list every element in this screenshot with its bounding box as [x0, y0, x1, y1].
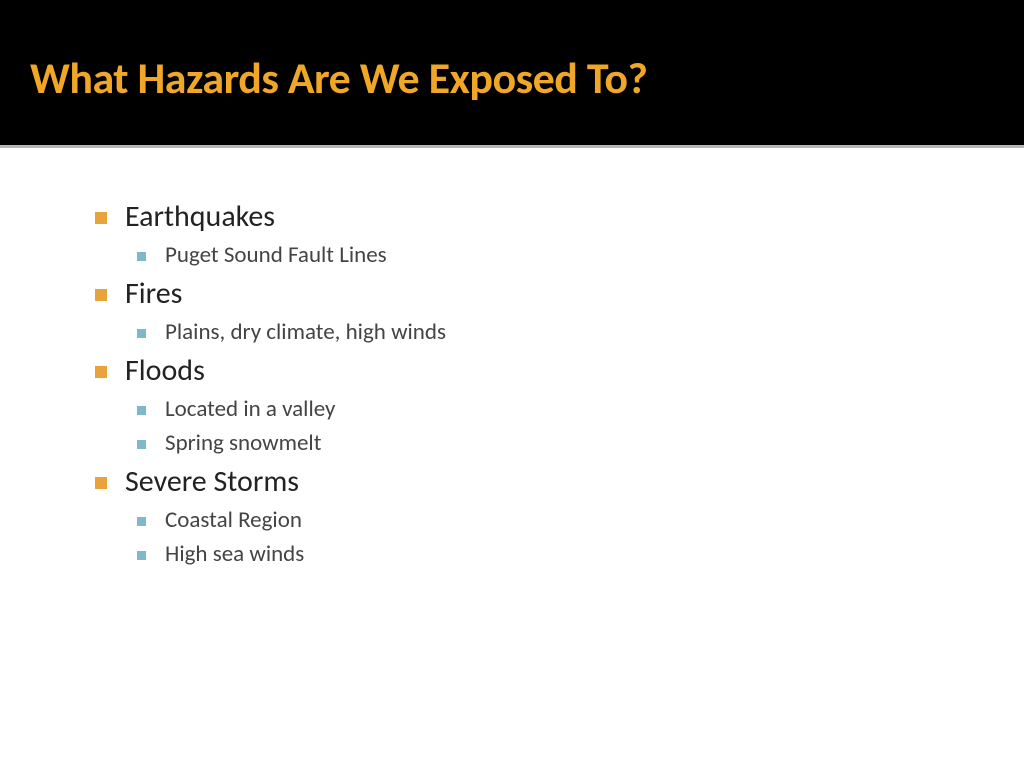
hazard-detail: Located in a valley — [137, 395, 944, 423]
slide-content: Earthquakes Puget Sound Fault Lines Fire… — [0, 148, 1024, 604]
hazard-label: Fires — [125, 275, 182, 312]
hazard-label: Floods — [125, 352, 205, 389]
hazard-detail: Plains, dry climate, high winds — [137, 318, 944, 346]
hazard-detail: Puget Sound Fault Lines — [137, 241, 944, 269]
hazard-item: Fires Plains, dry climate, high winds — [95, 275, 944, 346]
hazard-item: Floods Located in a valley Spring snowme… — [95, 352, 944, 457]
hazard-item: Earthquakes Puget Sound Fault Lines — [95, 198, 944, 269]
hazard-detail: Coastal Region — [137, 506, 944, 534]
hazard-item: Severe Storms Coastal Region High sea wi… — [95, 463, 944, 568]
hazard-details: Puget Sound Fault Lines — [137, 241, 944, 269]
hazard-label: Earthquakes — [125, 198, 275, 235]
hazard-details: Located in a valley Spring snowmelt — [137, 395, 944, 457]
hazard-detail: Spring snowmelt — [137, 429, 944, 457]
slide-header: What Hazards Are We Exposed To? — [0, 0, 1024, 145]
hazard-label: Severe Storms — [125, 463, 299, 500]
hazard-detail: High sea winds — [137, 540, 944, 568]
hazard-details: Coastal Region High sea winds — [137, 506, 944, 568]
hazard-details: Plains, dry climate, high winds — [137, 318, 944, 346]
slide-title: What Hazards Are We Exposed To? — [30, 51, 647, 105]
hazards-list: Earthquakes Puget Sound Fault Lines Fire… — [95, 198, 944, 568]
